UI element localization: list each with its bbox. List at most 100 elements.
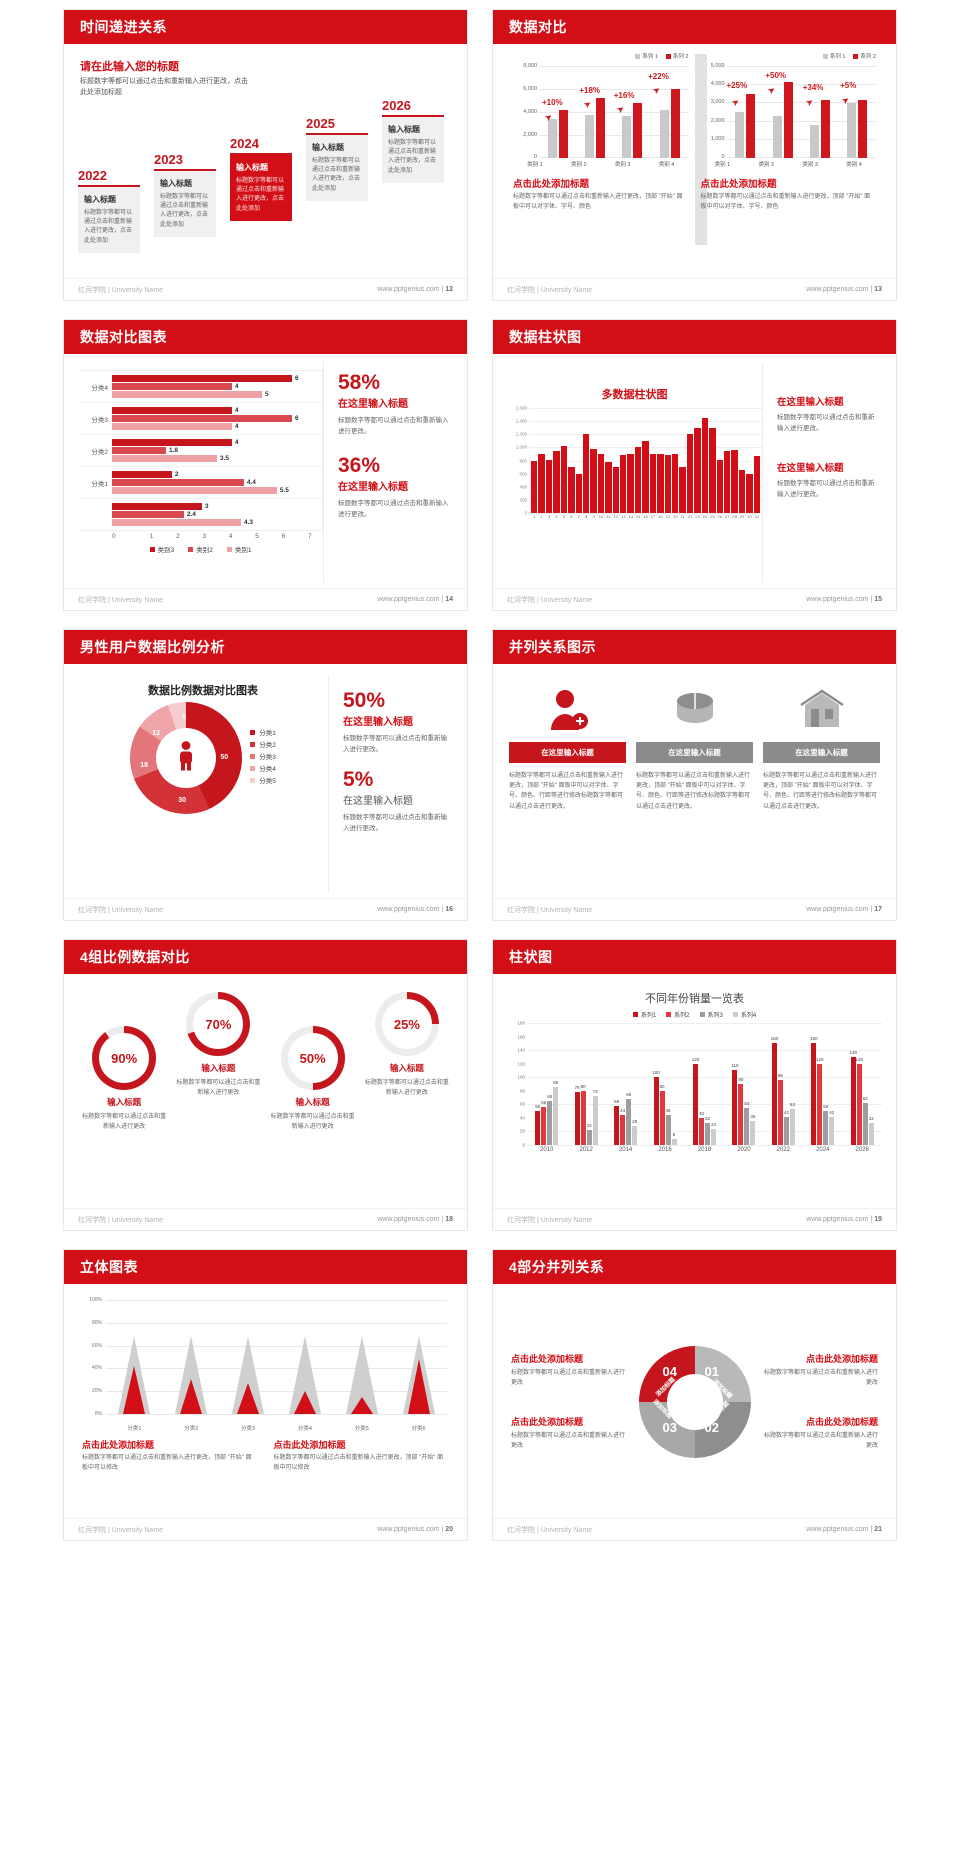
timeline-rule <box>154 168 216 171</box>
bar <box>560 446 568 513</box>
stats-column: 50% 在这里输入标题 标题数字等都可以通过点击和重新输入进行更改。 5% 在这… <box>328 676 453 893</box>
timeline-card-title: 输入标题 <box>84 194 116 204</box>
bar <box>597 453 605 513</box>
x-tick: 28 <box>732 514 737 519</box>
timeline-step[interactable]: 2023 输入标题 标题数字等都可以通过点击和重新输入进行更改，点击此处添加 <box>154 152 216 237</box>
timeline-step[interactable]: 2025 输入标题 标题数字等都可以通过点击和重新输入进行更改，点击此处添加 <box>306 116 368 201</box>
slide-thumbnail-19[interactable]: 柱状图 不同年份销量一览表 系列1 系列2 系列3 系列4 180 160 14… <box>492 939 897 1231</box>
bar: 78 <box>575 1085 580 1145</box>
chart-legend: 分类1 分类2 分类3 分类4 分类5 <box>250 728 276 788</box>
slide-thumbnail-14[interactable]: 数据对比图表 分类4 6 4 5 分 <box>63 319 468 611</box>
slide-thumbnail-20[interactable]: 立体图表 100% 80% 60% 40% 20% 0% 分类1 分类2 <box>63 1249 468 1541</box>
legend-label: 系列 2 <box>860 54 876 60</box>
x-tick: 21 <box>680 514 685 519</box>
gauge-item[interactable]: 70% 输入标题 标题数字等都可以通过点击和重新输入进行更改 <box>174 992 262 1099</box>
bar-group: 130 120 62 32 <box>849 1023 874 1145</box>
bar: 65 <box>547 1094 552 1145</box>
bar: 110 <box>731 1063 739 1145</box>
bar-value: 65 <box>547 1093 553 1099</box>
x-tick: 14 <box>628 514 633 519</box>
x-tick: 1 <box>533 514 536 519</box>
bar: 36 <box>750 1114 755 1145</box>
timeline-step[interactable]: 2022 输入标题 标题数字等都可以通过点击和重新输入进行更改，点击此处添加 <box>78 168 140 253</box>
stat-percent: 50% <box>343 689 386 712</box>
timeline-step[interactable]: 2024 输入标题 标题数字等都可以通过点击和重新输入进行更改，点击此处添加 <box>230 136 292 221</box>
timeline-year: 2025 <box>306 115 335 131</box>
slide-footer: 红河学院 | University Name www.pptgenius.com… <box>493 898 896 920</box>
x-tick: 15 <box>635 514 641 519</box>
footer-left: 红河学院 | University Name <box>507 1216 593 1224</box>
x-tick: 30 <box>747 514 752 519</box>
bar-value: 150 <box>770 1036 779 1042</box>
block-text: 标题数字等都可以通过点击和重新输入进行更改 <box>763 1432 878 1449</box>
slide-title-bar: 数据对比图表 <box>64 320 467 354</box>
legend-label: 系列1 <box>640 1013 657 1019</box>
parallel-button[interactable]: 在这里输入标题 <box>509 742 626 763</box>
bar <box>657 453 664 513</box>
cone-red <box>407 1359 430 1414</box>
bar: 9 <box>671 1132 677 1145</box>
footer-right: www.pptgenius.com | 18 <box>377 1216 453 1223</box>
slide-thumbnail-16[interactable]: 男性用户数据比例分析 数据比例数据对比图表 50 30 18 12 5 <box>63 629 468 921</box>
chart-title: 多数据柱状图 <box>601 389 668 401</box>
timeline-step[interactable]: 2026 输入标题 标题数字等都可以通过点击和重新输入进行更改，点击此处添加 <box>382 98 444 183</box>
ring-number: 01 <box>704 1363 719 1379</box>
x-tick: 3 <box>547 514 551 519</box>
delta-label: +16% <box>613 90 635 100</box>
parallel-item[interactable]: 在这里输入标题 标题数字等都可以通过点击和重新输入进行更改，顶部 "开始" 面板… <box>636 684 753 812</box>
database-icon <box>636 684 753 736</box>
stat-block: 36% 在这里输入标题 标题数字等都可以通过点击和重新输入进行更改。 <box>338 455 449 520</box>
plot-area <box>529 408 762 514</box>
slide-thumbnail-18[interactable]: 4组比例数据对比 90% 输入标题 标题数字等都可以通过点击和重新输入进行更改 … <box>63 939 468 1231</box>
ring-number: 03 <box>662 1419 677 1435</box>
gauge-item[interactable]: 90% 输入标题 标题数字等都可以通过点击和重新输入进行更改 <box>80 992 168 1133</box>
slide-title-bar: 数据柱状图 <box>493 320 896 354</box>
x-tick: 4 <box>555 514 558 519</box>
bar <box>746 473 753 513</box>
slide-title-bar: 4部分并列关系 <box>493 1250 896 1284</box>
bar <box>634 447 642 513</box>
bar <box>538 453 545 513</box>
slide-thumbnail-13[interactable]: 数据对比 系列 1 系列 2 8,000 6,000 4,000 <box>492 9 897 301</box>
timeline-rule <box>382 114 444 117</box>
bar-value: 150 <box>810 1036 818 1042</box>
slide-thumbnail-12[interactable]: 时间递进关系 请在此输入您的标题 标题数字等都可以通过点击和重新输入进行更改，点… <box>63 9 468 301</box>
y-axis: 8,000 6,000 4,000 2,000 0 <box>523 62 537 161</box>
delta-label: +34% <box>802 83 824 93</box>
bar: 80 <box>581 1084 586 1145</box>
slide-footer: 红河学院 | University Name www.pptgenius.com… <box>64 898 467 920</box>
x-axis: 2010 2012 2014 2016 2018 2020 2022 2024 2026 <box>527 1147 882 1153</box>
footer-left: 红河学院 | University Name <box>507 596 593 604</box>
gauge-item[interactable]: 50% 输入标题 标题数字等都可以通过点击和重新输入进行更改 <box>269 992 357 1133</box>
x-tick: 25 <box>710 514 715 519</box>
slide-body: 不同年份销量一览表 系列1 系列2 系列3 系列4 180 160 140 12… <box>493 974 896 1209</box>
content-row: 分类4 6 4 5 分类3 4 6 4 <box>78 360 453 583</box>
bar <box>686 434 694 513</box>
slide-thumbnail-15[interactable]: 数据柱状图 多数据柱状图 1,600 1,400 1,200 1,000 800… <box>492 319 897 611</box>
gauge-text: 标题数字等都可以通过点击和重新输入进行更改 <box>364 1080 449 1096</box>
stat-text: 标题数字等都可以通过点击和重新输入进行更改。 <box>343 814 447 833</box>
category-label: 分类3 <box>91 416 108 424</box>
timeline-card: 输入标题 标题数字等都可以通过点击和重新输入进行更改，点击此处添加 <box>306 134 368 201</box>
x-tick: 2012 <box>579 1147 593 1153</box>
slice-value: 50 <box>220 754 229 761</box>
cone-red <box>293 1391 316 1414</box>
block-text: 标题数字等都可以通过点击和重新输入进行更改。 <box>777 414 875 433</box>
parallel-item[interactable]: 在这里输入标题 标题数字等都可以通过点击和重新输入进行更改，顶部 "开始" 面板… <box>509 684 626 812</box>
x-tick: 23 <box>695 514 700 519</box>
gauge-item[interactable]: 25% 输入标题 标题数字等都可以通过点击和重新输入进行更改 <box>363 992 451 1099</box>
slide-thumbnail-17[interactable]: 并列关系图示 在这里输入标题 标题数字等都可以通过点击和重新输入进行更改，顶部 … <box>492 629 897 921</box>
bar-chart: 180 160 140 120 100 80 60 40 20 0 50 56 65… <box>507 1021 882 1148</box>
slide-title-bar: 数据对比 <box>493 10 896 44</box>
parallel-button[interactable]: 在这里输入标题 <box>763 742 880 763</box>
slide-body: 多数据柱状图 1,600 1,400 1,200 1,000 800 600 4… <box>493 354 896 589</box>
bar: 80 <box>660 1084 665 1145</box>
block-title: 点击此处添加标题 <box>511 1354 584 1365</box>
parallel-button[interactable]: 在这里输入标题 <box>636 742 753 763</box>
slide-footer: 红河学院 | University Name www.pptgenius.com… <box>64 1518 467 1540</box>
intro-title: 请在此输入您的标题 <box>80 61 179 73</box>
bar-value: 50 <box>823 1104 829 1110</box>
parallel-item[interactable]: 在这里输入标题 标题数字等都可以通过点击和重新输入进行更改，顶部 "开始" 面板… <box>763 684 880 812</box>
slide-title-bar: 柱状图 <box>493 940 896 974</box>
slide-thumbnail-21[interactable]: 4部分并列关系 点击此处添加标题 标题数字等都可以通过点击和重新输入进行更改 点… <box>492 1249 897 1541</box>
